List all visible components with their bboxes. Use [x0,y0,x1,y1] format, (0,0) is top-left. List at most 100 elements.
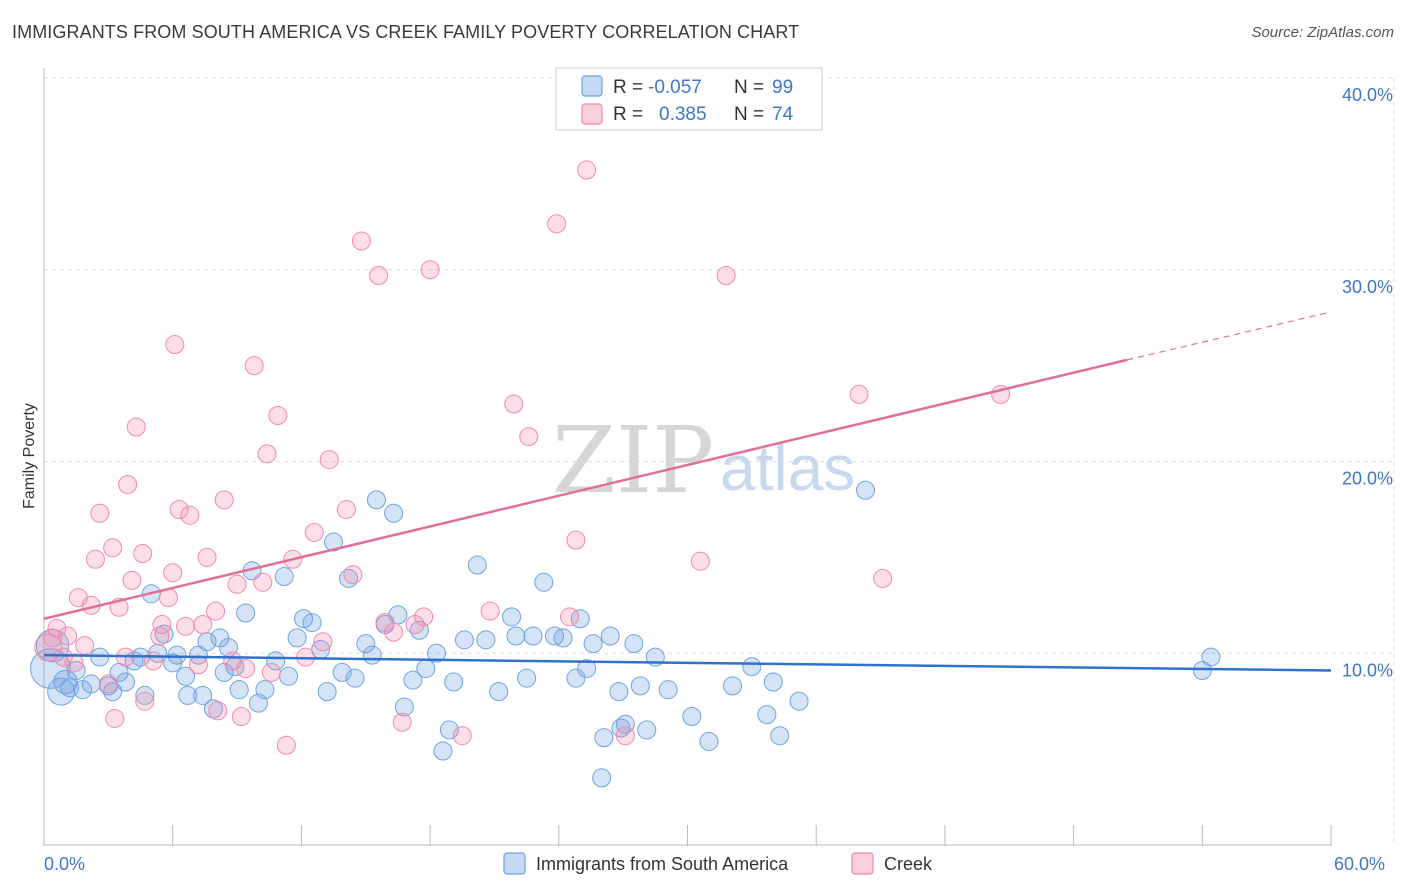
creek-point-34 [208,701,228,721]
immigrants-point-93 [763,672,783,692]
creek-point-19 [133,544,153,564]
creek-point-54 [369,266,389,286]
immigrants-point-92 [757,705,777,725]
creek-point-40 [244,356,264,376]
legend-r-label-1: R = [613,77,643,98]
immigrants-point-72 [553,628,573,648]
bottom-legend-label-creek: Creek [884,854,933,874]
immigrants-point-70 [534,572,554,592]
immigrants-point-39 [287,628,307,648]
creek-point-30 [188,655,208,675]
top-legend: R = -0.057 N = 99 R = 0.385 N = 74 [555,67,823,131]
creek-point-9 [85,549,105,569]
immigrants-point-98 [1201,647,1221,667]
creek-point-21 [143,651,163,671]
immigrants-point-24 [193,685,213,705]
creek-point-73 [873,568,893,588]
legend-r-value-2: 0.385 [659,104,707,125]
immigrants-point-54 [394,697,414,717]
immigrants-point-36 [266,651,286,671]
immigrants-point-44 [324,532,344,552]
creek-point-63 [504,394,524,414]
immigrants-point-69 [523,626,543,646]
creek-point-69 [615,726,635,746]
creek-point-49 [313,632,333,652]
watermark-atlas: atlas [720,432,855,504]
legend-swatch-pink [581,103,603,125]
trend-lines [43,311,1332,672]
immigrants-point-96 [856,480,876,500]
chart-title: IMMIGRANTS FROM SOUTH AMERICA VS CREEK F… [12,22,800,42]
creek-point-27 [169,499,189,519]
creek-point-10 [90,503,110,523]
immigrants-point-45 [332,662,352,682]
immigrants-point-41 [302,613,322,633]
creek-point-60 [420,260,440,280]
creek-point-33 [206,601,226,621]
bottom-legend-swatch-immigrants [503,852,526,875]
creek-point-52 [343,565,363,585]
y-tick-label-1: 20.0% [1342,469,1393,489]
legend-n-label-2: N = [734,104,764,125]
immigrants-point-68 [517,668,537,688]
x-tick-label-min: 0.0% [44,854,85,874]
immigrants-point-23 [188,645,208,665]
immigrants-point-78 [600,626,620,646]
creek-point-22 [150,626,170,646]
immigrants-point-76 [583,634,603,654]
immigrants-point-90 [723,676,743,696]
creek-point-48 [304,522,324,542]
immigrants-point-22 [178,685,198,705]
creek-point-4 [58,626,78,646]
immigrants-point-82 [637,720,657,740]
creek-point-70 [690,551,710,571]
creek-point-28 [176,616,196,636]
immigrants-point-97 [1192,661,1212,681]
immigrants-point-20 [167,645,187,665]
immigrants-point-65 [489,682,509,702]
creek-point-11 [98,674,118,694]
creek-point-61 [452,726,472,746]
y-tick-label-0: 10.0% [1342,660,1393,680]
immigrants-point-64 [476,630,496,650]
immigrants-point-55 [403,670,423,690]
immigrants-point-21 [176,666,196,686]
creek-point-18 [126,417,146,437]
creek-point-1 [43,628,63,648]
creek-point-3 [53,647,73,667]
creek-point-43 [261,662,281,682]
immigrants-point-12 [116,672,136,692]
bottom-legend-label-immigrants: Immigrants from South America [536,854,789,874]
immigrants-point-5 [66,661,86,681]
creek-point-39 [236,659,256,679]
creek-point-16 [118,475,138,495]
y-tick-label-2: 30.0% [1342,277,1393,297]
immigrants-point-75 [577,659,597,679]
creek-point-59 [414,607,434,627]
creek-point-26 [165,335,185,355]
immigrants-point-94 [770,726,790,746]
immigrants-point-73 [566,668,586,688]
immigrants-point-47 [345,668,365,688]
immigrants-point-31 [229,680,249,700]
immigrants-point-85 [630,676,650,696]
trend-line-creek-extension [1127,311,1332,361]
immigrants-point-7 [81,674,101,694]
legend-n-value-1: 99 [772,77,793,98]
source-label: Source: ZipAtlas.com [1251,24,1394,41]
creek-point-12 [103,538,123,558]
immigrants-point-50 [366,490,386,510]
creek-point-31 [193,614,213,634]
creek-point-65 [560,607,580,627]
immigrants-point-61 [444,672,464,692]
immigrants-point-60 [439,720,459,740]
creek-point-66 [547,214,567,234]
creek-point-57 [392,712,412,732]
immigrants-point-32 [236,603,256,623]
x-tick-label-max: 60.0% [1334,854,1385,874]
creek-point-32 [197,547,217,567]
legend-r-value-1: -0.057 [648,77,702,98]
series-creek-points [34,160,1011,755]
immigrants-point-58 [427,643,447,663]
immigrants-point-80 [615,714,635,734]
